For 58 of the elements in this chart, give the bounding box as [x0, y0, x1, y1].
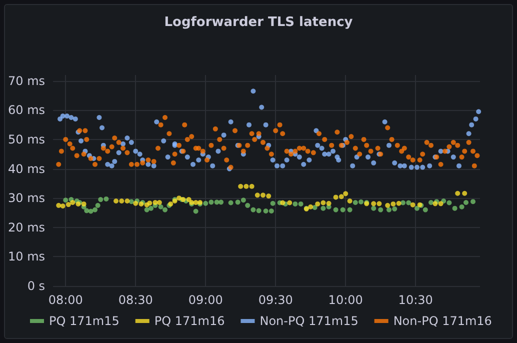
- point: [280, 200, 286, 206]
- point: [396, 200, 402, 206]
- point: [347, 198, 352, 204]
- point: [333, 194, 338, 200]
- x-tick-label: 10:00: [328, 293, 363, 307]
- point: [385, 202, 390, 208]
- point: [60, 203, 66, 208]
- point: [133, 200, 138, 206]
- point: [254, 192, 260, 198]
- y-tick-label: 20 ms: [8, 220, 46, 234]
- chart-title: Logforwarder TLS latency: [164, 15, 354, 30]
- point: [287, 200, 292, 206]
- point: [70, 200, 76, 205]
- x-tick-label: 09:00: [188, 293, 223, 307]
- point: [390, 201, 396, 206]
- x-tick-label: 10:30: [398, 293, 433, 307]
- point: [260, 192, 266, 198]
- point: [455, 190, 460, 196]
- point: [315, 201, 320, 206]
- point: [266, 194, 272, 199]
- x-tick-label: 08:30: [118, 293, 153, 307]
- legend-label: PQ 171m15: [49, 314, 120, 328]
- point: [147, 200, 152, 206]
- legend-label: Non-PQ 171m15: [260, 314, 358, 328]
- point: [308, 204, 314, 210]
- point: [249, 184, 254, 189]
- x-tick-label: 08:00: [48, 293, 83, 307]
- y-tick-label: 10 ms: [8, 250, 46, 264]
- point: [244, 184, 249, 189]
- point: [114, 198, 119, 204]
- point: [438, 201, 444, 206]
- point: [320, 200, 326, 206]
- point: [176, 196, 182, 201]
- y-tick-label: 70 ms: [8, 74, 46, 88]
- y-tick-label: 40 ms: [8, 162, 46, 176]
- legend-label: Non-PQ 171m16: [393, 314, 492, 328]
- y-tick-label: 50 ms: [8, 132, 46, 146]
- point: [156, 200, 162, 205]
- point: [376, 201, 382, 206]
- point: [343, 191, 348, 196]
- y-tick-label: 60 ms: [8, 103, 46, 118]
- point: [193, 200, 198, 205]
- point: [81, 201, 86, 206]
- point: [338, 194, 344, 200]
- legend-label: PQ 171m16: [154, 314, 225, 328]
- point: [410, 202, 416, 208]
- y-tick-label: 30 ms: [8, 191, 46, 206]
- point: [56, 202, 62, 208]
- point: [371, 201, 376, 206]
- point: [238, 184, 244, 189]
- point: [124, 198, 130, 204]
- point: [66, 202, 71, 208]
- x-tick-label: 09:30: [258, 293, 293, 307]
- point: [119, 198, 124, 204]
- point: [152, 200, 158, 205]
- y-tick-label: 0 s: [27, 279, 46, 293]
- point: [462, 190, 468, 196]
- point: [326, 200, 332, 206]
